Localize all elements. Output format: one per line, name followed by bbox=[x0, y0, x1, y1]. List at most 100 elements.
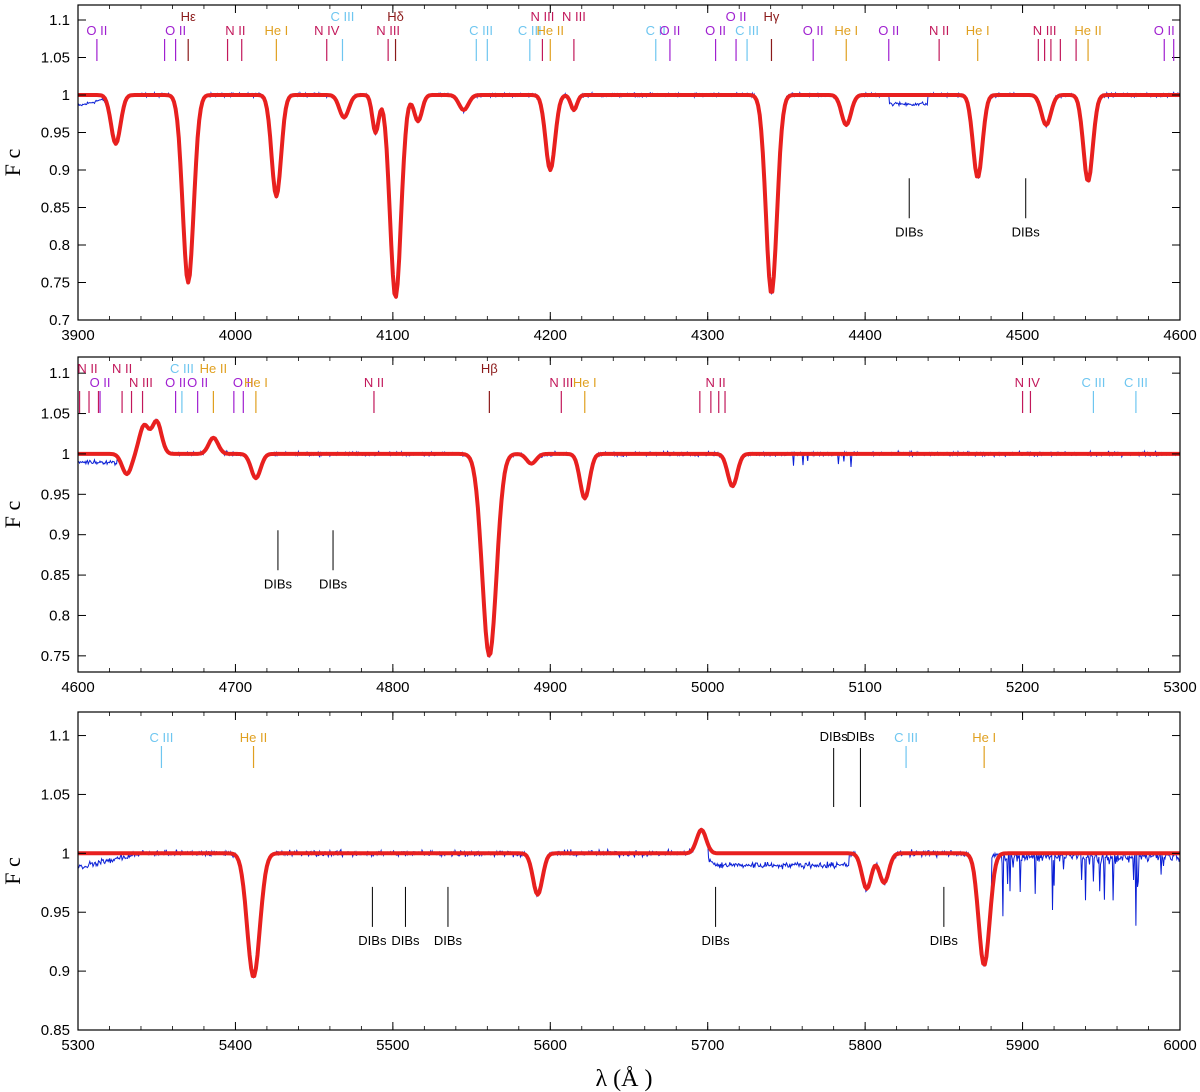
axes-frame bbox=[77, 356, 1181, 673]
y-tick-label: 0.85 bbox=[41, 1022, 70, 1039]
dib-label: DIBs bbox=[701, 933, 730, 948]
x-tick-label: 4300 bbox=[691, 327, 724, 344]
y-tick-label: 1.05 bbox=[41, 406, 70, 423]
line-id-label: C III bbox=[150, 730, 174, 745]
model-spectrum-line bbox=[78, 827, 1180, 978]
x-tick-label: 5800 bbox=[848, 1037, 881, 1054]
line-id-label: N III bbox=[129, 375, 153, 390]
x-tick-label: 5700 bbox=[691, 1037, 724, 1054]
line-id-label: He I bbox=[966, 23, 990, 38]
dib-label: DIBs bbox=[391, 933, 420, 948]
dib-label: DIBs bbox=[846, 729, 875, 744]
panel-3: 5300 5400 5500 5600 5700 5800 5900 6000 0.85 0.9 0… bbox=[0, 711, 1197, 1054]
line-id-label: He II bbox=[200, 361, 227, 376]
line-id-label: O II bbox=[726, 9, 747, 24]
x-tick-label: 4600 bbox=[61, 679, 94, 696]
x-tick-label: 4000 bbox=[219, 327, 252, 344]
panels: 3900 4000 4100 4200 4300 4400 4500 4600 0.7 0.75 0… bbox=[0, 4, 1197, 1054]
line-id-label: C III bbox=[735, 23, 759, 38]
observed-spectrum-line bbox=[78, 90, 1180, 298]
line-id-label: N II bbox=[77, 361, 97, 376]
y-tick-label: 0.95 bbox=[41, 904, 70, 921]
x-tick-label: 4800 bbox=[376, 679, 409, 696]
y-tick-label: 0.9 bbox=[49, 162, 70, 179]
x-tick-label: 3900 bbox=[61, 327, 94, 344]
x-tick-label: 4700 bbox=[219, 679, 252, 696]
y-tick-label: 0.95 bbox=[41, 125, 70, 142]
line-id-label: C III bbox=[894, 730, 918, 745]
x-tick-label: 6000 bbox=[1163, 1037, 1196, 1054]
x-tick-label: 5900 bbox=[1006, 1037, 1039, 1054]
x-tick-label: 4400 bbox=[848, 327, 881, 344]
y-tick-label: 0.9 bbox=[49, 963, 70, 980]
dib-label: DIBs bbox=[264, 576, 293, 591]
axes-frame bbox=[77, 711, 1181, 1031]
line-id-label: He II bbox=[1074, 23, 1101, 38]
line-id-label: O II bbox=[165, 375, 186, 390]
y-tick-label: 0.95 bbox=[41, 486, 70, 503]
line-id-label: O II bbox=[1154, 23, 1175, 38]
line-id-label: C III bbox=[1081, 375, 1105, 390]
panel-2: 4600 4700 4800 4900 5000 5100 5200 5300 0.75 0.8 0… bbox=[0, 356, 1197, 696]
y-tick-label: 1 bbox=[62, 87, 70, 104]
line-id-label: Hβ bbox=[481, 361, 498, 376]
dib-label: DIBs bbox=[358, 933, 387, 948]
x-tick-label: 4500 bbox=[1006, 327, 1039, 344]
y-tick-label: 0.75 bbox=[41, 275, 70, 292]
line-id-label: He I bbox=[834, 23, 858, 38]
axes-frame bbox=[77, 4, 1181, 321]
x-tick-label: 4100 bbox=[376, 327, 409, 344]
dib-label: DIBs bbox=[319, 576, 348, 591]
line-id-label: N III bbox=[562, 9, 586, 24]
y-tick-label: 0.7 bbox=[49, 312, 70, 329]
y-tick-label: 1.1 bbox=[49, 12, 70, 29]
line-id-label: N III bbox=[376, 23, 400, 38]
line-id-label: C III bbox=[1124, 375, 1148, 390]
x-tick-label: 5000 bbox=[691, 679, 724, 696]
x-tick-label: 4900 bbox=[534, 679, 567, 696]
y-tick-label: 1.05 bbox=[41, 786, 70, 803]
line-id-label: C II bbox=[646, 23, 666, 38]
line-id-label: N III bbox=[1033, 23, 1057, 38]
x-tick-label: 5600 bbox=[534, 1037, 567, 1054]
y-axis-label: F c bbox=[0, 857, 25, 885]
line-id-label: Hε bbox=[181, 9, 196, 24]
line-id-label: N II bbox=[705, 375, 725, 390]
y-axis-label: F c bbox=[0, 501, 25, 529]
line-id-label: C III bbox=[331, 9, 355, 24]
line-id-label: He I bbox=[972, 730, 996, 745]
line-id-label: N IV bbox=[1015, 375, 1041, 390]
line-id-label: N II bbox=[364, 375, 384, 390]
line-id-label: N II bbox=[112, 361, 132, 376]
line-id-label: O II bbox=[233, 375, 254, 390]
x-tick-label: 5300 bbox=[1163, 679, 1196, 696]
line-id-label: N IV bbox=[314, 23, 340, 38]
line-id-label: N III bbox=[549, 375, 573, 390]
y-tick-label: 1.1 bbox=[49, 365, 70, 382]
y-tick-label: 0.85 bbox=[41, 200, 70, 217]
line-id-label: N II bbox=[929, 23, 949, 38]
line-id-label: O II bbox=[90, 375, 111, 390]
dib-label: DIBs bbox=[1012, 224, 1041, 239]
line-id-label: N III bbox=[530, 9, 554, 24]
panel-1: 3900 4000 4100 4200 4300 4400 4500 4600 0.7 0.75 0… bbox=[0, 4, 1197, 344]
line-id-label: O II bbox=[659, 23, 680, 38]
line-id-label: He I bbox=[264, 23, 288, 38]
line-id-label: C III bbox=[170, 361, 194, 376]
line-id-label: O II bbox=[803, 23, 824, 38]
line-id-label: He II bbox=[537, 23, 564, 38]
y-tick-label: 1.05 bbox=[41, 50, 70, 67]
dib-label: DIBs bbox=[820, 729, 849, 744]
x-tick-label: 4600 bbox=[1163, 327, 1196, 344]
line-id-label: O II bbox=[878, 23, 899, 38]
x-axis-label: λ (Å ) bbox=[596, 1066, 653, 1092]
x-tick-label: 5100 bbox=[848, 679, 881, 696]
line-id-label: O II bbox=[86, 23, 107, 38]
x-tick-label: 5200 bbox=[1006, 679, 1039, 696]
x-tick-label: 5400 bbox=[219, 1037, 252, 1054]
line-id-label: Hγ bbox=[764, 9, 780, 24]
line-id-label: He II bbox=[240, 730, 267, 745]
y-tick-label: 0.75 bbox=[41, 648, 70, 665]
y-tick-label: 0.85 bbox=[41, 567, 70, 584]
